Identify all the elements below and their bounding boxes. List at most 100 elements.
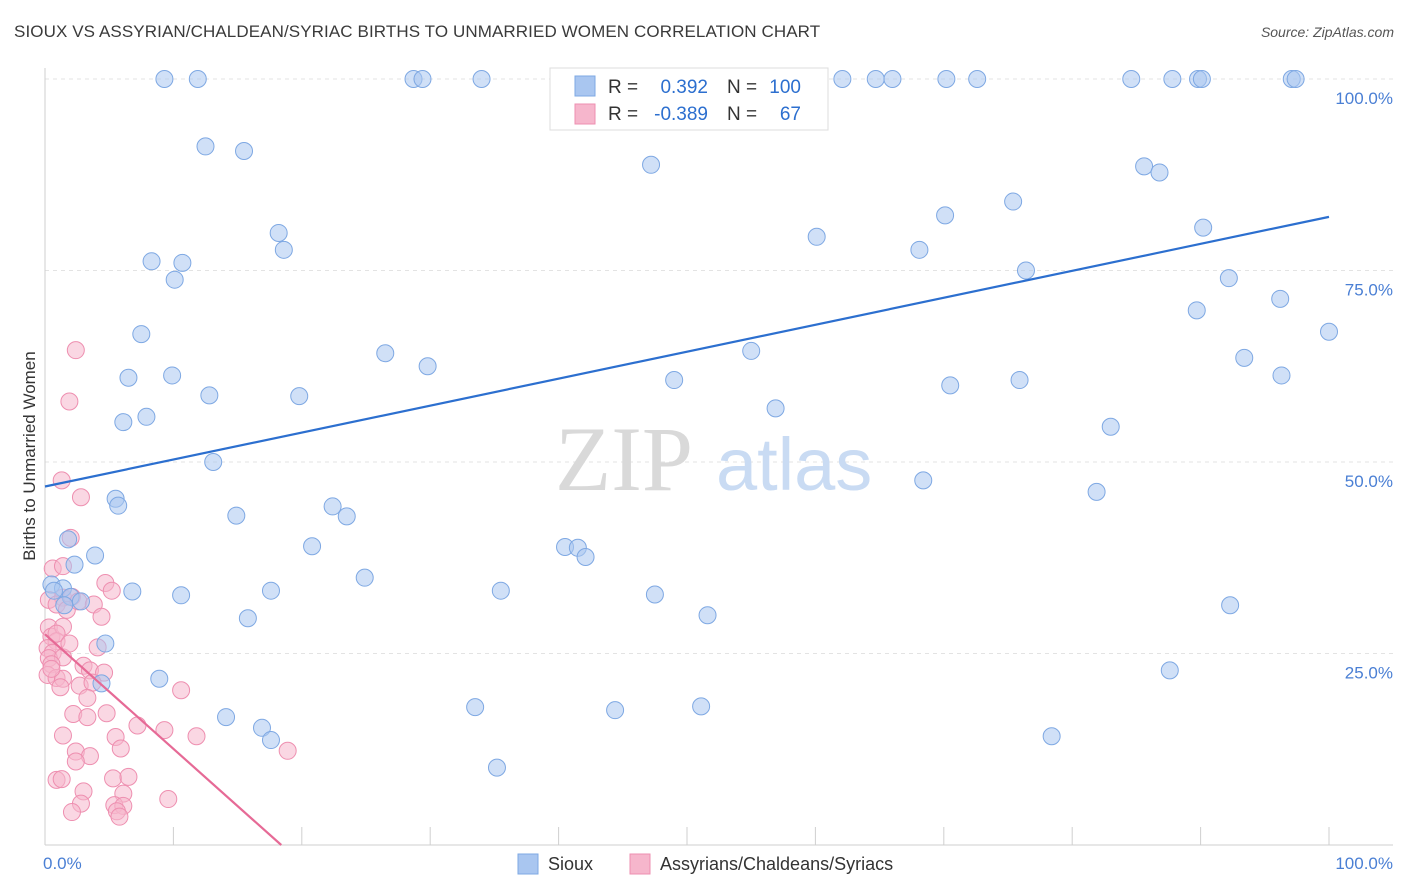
sioux-point (137, 407, 156, 426)
sioux-point (487, 758, 506, 777)
sioux-point (261, 581, 280, 600)
assyrian-point (92, 607, 111, 626)
sioux-point (200, 386, 219, 405)
sioux-point (491, 581, 510, 600)
sioux-point (1160, 661, 1179, 680)
sioux-point (968, 70, 987, 88)
bottom-legend-label-assyrian: Assyrians/Chaldeans/Syriacs (660, 854, 893, 874)
watermark-atlas: atlas (716, 423, 872, 506)
sioux-point (1135, 157, 1154, 176)
sioux-point (1271, 289, 1290, 308)
assyrian-point (119, 767, 138, 786)
assyrian-point (71, 488, 90, 507)
sioux-point (44, 581, 63, 600)
sioux-point (1286, 70, 1305, 88)
assyrian-point (110, 807, 129, 826)
sioux-point (65, 555, 84, 574)
sioux-point (217, 708, 236, 727)
bottom-legend-swatch-assyrian (629, 853, 651, 875)
assyrian-point (60, 392, 79, 411)
assyrian-point (78, 688, 97, 707)
assyrian-point (66, 341, 85, 360)
sioux-point (55, 596, 74, 615)
sioux-point (883, 70, 902, 88)
sioux-point (914, 471, 933, 490)
sioux-point (1122, 70, 1141, 88)
assyrian-point (102, 581, 121, 600)
watermark-zip: ZIP (555, 408, 693, 510)
sioux-point (698, 606, 717, 625)
y-tick-label: 25.0% (1345, 664, 1393, 683)
legend-r-value-sioux: 0.392 (660, 77, 708, 98)
sioux-point (645, 585, 664, 604)
legend-box (549, 67, 829, 131)
source-credit: Source: ZipAtlas.com (1260, 24, 1394, 40)
sioux-point (1235, 348, 1254, 367)
sioux-point (665, 371, 684, 390)
assyrian-point (47, 624, 66, 643)
sioux-point (642, 155, 661, 174)
assyrian-point (52, 471, 71, 490)
sioux-point (376, 344, 395, 363)
x-axis-ticks (172, 827, 1330, 845)
assyrian-point (159, 790, 178, 809)
sioux-point (936, 206, 955, 225)
assyrian-point (97, 704, 116, 723)
sioux-point (123, 582, 142, 601)
sioux-points (42, 70, 1338, 777)
assyrian-point (66, 752, 85, 771)
y-tick-label: 75.0% (1345, 281, 1393, 300)
assyrian-point (104, 769, 123, 788)
sioux-point (303, 537, 322, 556)
sioux-point (1101, 417, 1120, 436)
y-tick-labels: 25.0% 50.0% 75.0% 100.0% (1335, 89, 1393, 683)
sioux-point (155, 70, 174, 88)
sioux-point (355, 568, 374, 587)
legend-r-label-assyrian: R = (608, 104, 638, 125)
assyrian-point (187, 727, 206, 746)
chart-title: SIOUX VS ASSYRIAN/CHALDEAN/SYRIAC BIRTHS… (14, 22, 821, 41)
sioux-point (1010, 371, 1029, 390)
sioux-point (337, 507, 356, 526)
sioux-point (172, 586, 191, 605)
sioux-point (1042, 727, 1061, 746)
assyrian-point (51, 678, 70, 697)
sioux-point (833, 70, 852, 88)
y-axis-label: Births to Unmarried Women (20, 351, 39, 560)
sioux-point (1004, 192, 1023, 211)
sioux-point (1163, 70, 1182, 88)
sioux-point (227, 506, 246, 525)
sioux-point (1272, 366, 1291, 385)
sioux-point (196, 137, 215, 156)
legend-n-value-sioux: 100 (769, 77, 801, 98)
assyrian-point (60, 634, 79, 653)
assyrian-points (38, 341, 297, 826)
sioux-point (937, 70, 956, 88)
assyrian-point (42, 659, 61, 678)
top-legend: R = 0.392 N = 100 R = -0.389 N = 67 (549, 67, 829, 131)
sioux-point (114, 413, 133, 432)
axes (44, 68, 1393, 846)
sioux-point (163, 366, 182, 385)
y-tick-label: 50.0% (1345, 472, 1393, 491)
sioux-point (413, 70, 432, 88)
sioux-point (692, 697, 711, 716)
x-tick-label-max: 100.0% (1335, 854, 1393, 873)
sioux-point (238, 609, 257, 628)
legend-r-value-assyrian: -0.389 (654, 104, 708, 125)
sioux-point (290, 387, 309, 406)
bottom-legend: Sioux Assyrians/Chaldeans/Syriacs (517, 853, 893, 875)
sioux-point (269, 223, 288, 242)
assyrian-point (155, 721, 174, 740)
assyrian-point (53, 726, 72, 745)
legend-n-label-sioux: N = (727, 77, 757, 98)
sioux-point (606, 701, 625, 720)
sioux-point (766, 399, 785, 418)
assyrian-point (78, 708, 97, 727)
sioux-point (466, 698, 485, 717)
assyrian-point (128, 716, 147, 735)
assyrian-point (172, 681, 191, 700)
sioux-point (261, 731, 280, 750)
sioux-point (142, 252, 161, 271)
